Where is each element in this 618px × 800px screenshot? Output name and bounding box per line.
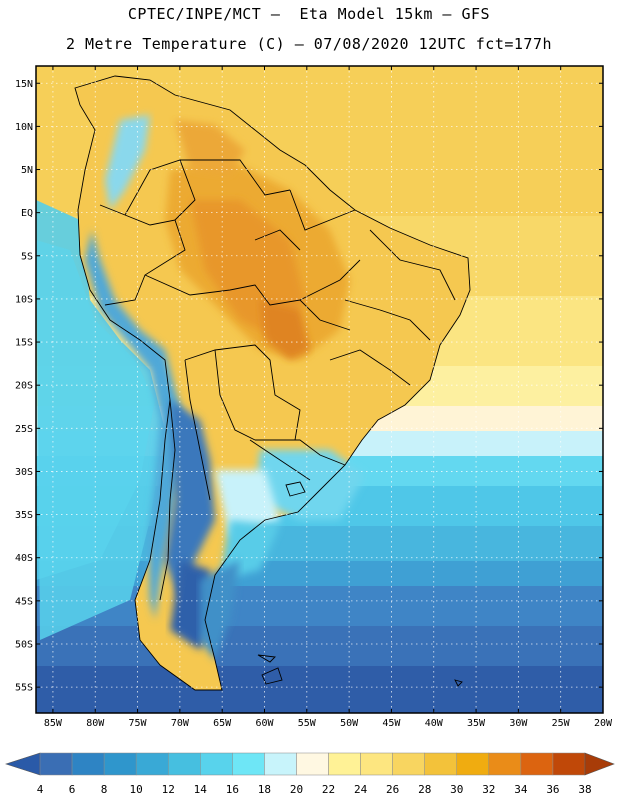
colorbar-cell: [392, 752, 425, 776]
latitude-label: 30S: [15, 467, 33, 478]
colorbar-cell: [103, 752, 137, 776]
latitude-label: 10N: [15, 122, 33, 133]
longitude-label: 20W: [594, 718, 613, 729]
colorbar-level-label: 16: [226, 783, 239, 796]
colorbar-cell: [135, 752, 169, 776]
longitude-label: 60W: [255, 718, 274, 729]
longitude-label: 65W: [213, 718, 232, 729]
colorbar-cell: [296, 752, 329, 776]
longitude-label: 80W: [86, 718, 105, 729]
colorbar-level-label: 6: [69, 783, 76, 796]
longitude-label: 40W: [425, 718, 444, 729]
colorbar-cell: [264, 752, 297, 776]
temperature-field: [36, 66, 603, 713]
longitude-label: 50W: [340, 718, 359, 729]
colorbar-cell: [456, 752, 490, 776]
colorbar-level-label: 30: [450, 783, 463, 796]
colorbar-cell: [424, 752, 458, 776]
colorbar-cell: [520, 752, 554, 776]
latitude-label: 15S: [15, 338, 33, 349]
latitude-label: 20S: [15, 381, 33, 392]
latitude-label: 10S: [15, 294, 33, 305]
latitude-label: 25S: [15, 424, 33, 435]
map-title-line1: CPTEC/INPE/MCT – Eta Model 15km – GFS: [127, 5, 491, 23]
temperature-colorbar: 4 6 8 10 12 14 16 18 20 22 24 26 28 30 32 34 36 38: [5, 752, 615, 796]
latitude-label: 50S: [15, 639, 33, 650]
colorbar-cell: [200, 752, 233, 776]
colorbar-level-label: 8: [101, 783, 108, 796]
latitude-label: 55S: [15, 683, 33, 694]
colorbar-level-label: 32: [482, 783, 495, 796]
latitude-label: 5N: [21, 165, 33, 176]
colorbar-cell: [39, 752, 73, 776]
colorbar-level-label: 24: [354, 783, 368, 796]
map-frame: [35, 65, 604, 714]
colorbar-cell: [328, 752, 361, 776]
latitude-labels: 15N 10N 5N EQ 5S 10S 15S 20S 25S 30S 35S 40S 45S 50S 5…: [15, 79, 33, 694]
longitude-label: 70W: [171, 718, 190, 729]
colorbar-level-label: 4: [37, 783, 44, 796]
longitude-labels: 85W 80W 75W 70W 65W 60W 55W 50W 45W 40W 35W 30W 25W 2…: [44, 718, 613, 729]
latitude-label: EQ: [21, 208, 33, 219]
colorbar-level-label: 22: [322, 783, 335, 796]
colorbar-cell: [488, 752, 522, 776]
temperature-map: 15N 10N 5N EQ 5S 10S 15S 20S 25S 30S 35S 40S 45S 50S 5…: [15, 65, 613, 729]
colorbar-level-label: 28: [418, 783, 431, 796]
axis-ticks: [36, 66, 604, 713]
colorbar-level-label: 36: [546, 783, 559, 796]
colorbar-level-label: 38: [578, 783, 591, 796]
colorbar-level-label: 14: [194, 783, 208, 796]
colorbar-cell: [167, 752, 201, 776]
country-boundaries: [74, 75, 471, 691]
longitude-label: 45W: [382, 718, 401, 729]
colorbar-cell: [360, 752, 393, 776]
longitude-label: 55W: [298, 718, 317, 729]
longitude-label: 75W: [129, 718, 148, 729]
map-title-line2: 2 Metre Temperature (C) – 07/08/2020 12U…: [65, 35, 553, 53]
colorbar-level-label: 26: [386, 783, 399, 796]
latitude-label: 15N: [15, 79, 33, 90]
colorbar-cell: [552, 752, 586, 776]
longitude-label: 35W: [467, 718, 486, 729]
latitude-label: 5S: [21, 251, 33, 262]
longitude-label: 25W: [552, 718, 571, 729]
longitude-label: 30W: [509, 718, 528, 729]
colorbar-level-label: 10: [130, 783, 143, 796]
longitude-label: 85W: [44, 718, 63, 729]
colorbar-cell: [71, 752, 105, 776]
latitude-label: 35S: [15, 510, 33, 521]
latitude-label: 45S: [15, 596, 33, 607]
colorbar-high-arrow: [584, 752, 615, 776]
colorbar-cell: [232, 752, 265, 776]
latitude-label: 40S: [15, 553, 33, 564]
colorbar-low-arrow: [5, 752, 41, 776]
colorbar-level-label: 20: [290, 783, 303, 796]
colorbar-level-label: 18: [258, 783, 271, 796]
colorbar-level-label: 34: [514, 783, 528, 796]
colorbar-level-label: 12: [162, 783, 175, 796]
